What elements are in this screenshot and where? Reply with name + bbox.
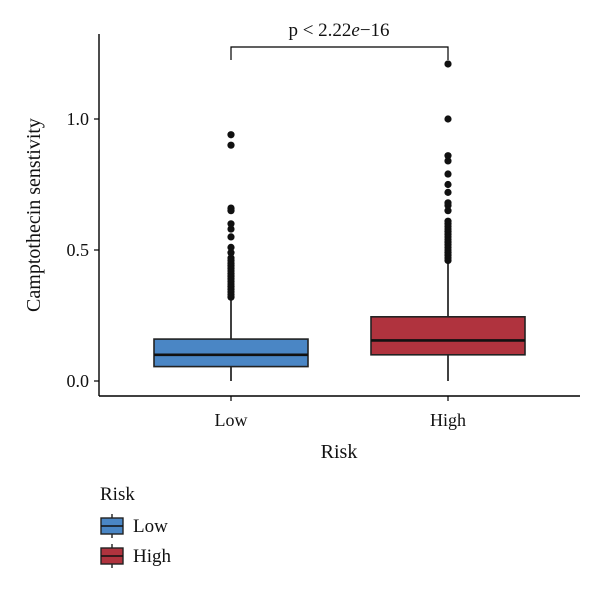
outlier-point [444, 170, 452, 178]
outlier-point [444, 115, 452, 123]
legend-item-low: Low [100, 514, 168, 538]
legend-items: Low High [100, 514, 172, 568]
y-axis-ticks: 0.0 0.5 1.0 [67, 109, 99, 391]
outlier-point [444, 60, 452, 68]
box-high [370, 60, 526, 381]
p-value-label: p < 2.22e−16 [288, 20, 389, 41]
outlier-point [444, 217, 452, 225]
box-low [153, 131, 309, 381]
significance-bracket: p < 2.22e−16 [230, 20, 449, 60]
legend-title: Risk [100, 484, 135, 505]
outlier-point [227, 141, 235, 149]
y-tick-label: 0.0 [67, 371, 90, 391]
y-axis-title: Camptothecin senstivity [23, 118, 45, 312]
outlier-point [444, 157, 452, 165]
outlier-point [444, 152, 452, 160]
x-tick-label: Low [215, 410, 248, 430]
legend-item-high: High [100, 544, 172, 568]
x-tick-label: High [430, 410, 466, 430]
x-axis-ticks: Low High [215, 396, 466, 430]
outlier-point [444, 207, 452, 215]
legend: Risk Low High [100, 484, 172, 568]
y-tick-label: 1.0 [67, 109, 90, 129]
outlier-point [227, 220, 235, 228]
x-axis-title: Risk [321, 441, 358, 463]
outlier-point [227, 243, 235, 251]
outlier-point [227, 225, 235, 233]
bracket-line [230, 46, 449, 60]
outlier-point [227, 233, 235, 241]
outlier-point [227, 249, 235, 257]
legend-label: High [133, 546, 172, 567]
outlier-point [444, 180, 452, 189]
outlier-point [227, 131, 235, 139]
y-tick-label: 0.5 [67, 240, 90, 260]
outlier-point [444, 199, 452, 207]
legend-label: Low [133, 516, 168, 537]
outlier-point [444, 188, 452, 196]
box-rect [370, 316, 526, 356]
outlier-point [227, 254, 235, 262]
plot-area [153, 60, 526, 381]
box-rect [153, 338, 309, 368]
outlier-point [227, 204, 235, 212]
